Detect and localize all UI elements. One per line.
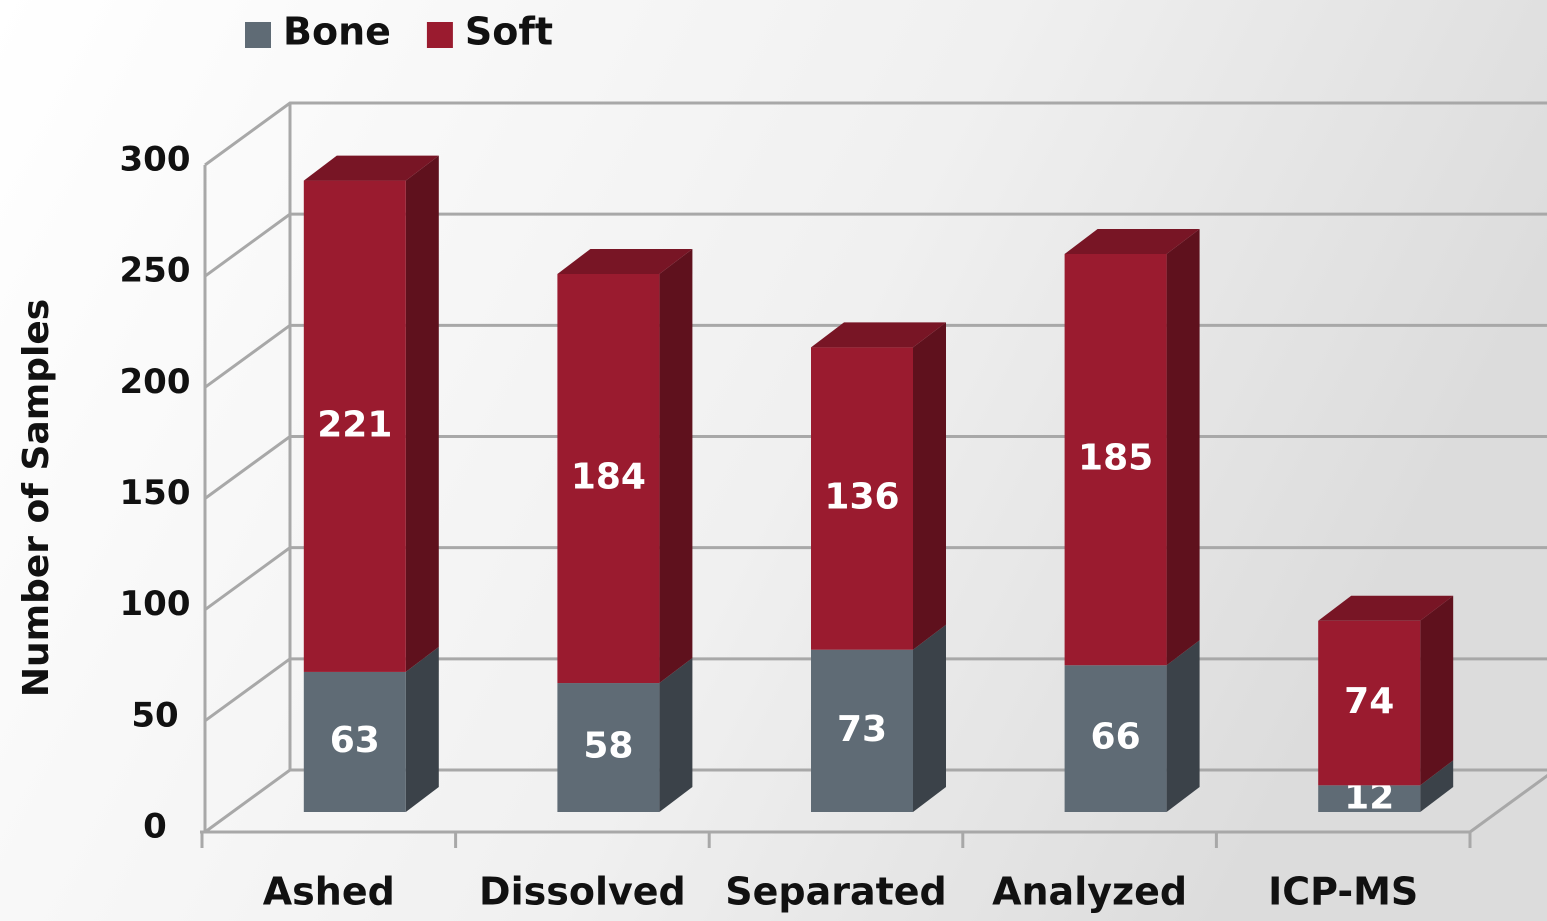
y-tick-label: 200 bbox=[120, 362, 191, 402]
y-tick-label: 250 bbox=[120, 251, 191, 291]
floor-right bbox=[1469, 773, 1547, 834]
bar-top bbox=[557, 248, 693, 274]
bar bbox=[557, 683, 660, 812]
bar bbox=[303, 671, 406, 812]
bar bbox=[303, 180, 406, 672]
bar bbox=[1064, 665, 1167, 812]
legend-label: Bone bbox=[283, 10, 391, 54]
x-tick-label: Separated bbox=[725, 870, 947, 914]
bar bbox=[811, 347, 913, 650]
bar-side bbox=[913, 624, 946, 812]
bar-side bbox=[659, 248, 693, 684]
bar bbox=[811, 649, 913, 812]
bar-side bbox=[1166, 228, 1200, 666]
bar-side bbox=[405, 155, 439, 672]
x-tick-label: ICP-MS bbox=[1268, 870, 1418, 914]
y-axis-label: Number of Samples bbox=[16, 299, 57, 697]
bar-side bbox=[1166, 640, 1200, 812]
bar-top bbox=[811, 322, 946, 348]
bar-top bbox=[1318, 595, 1454, 621]
legend-label: Soft bbox=[465, 10, 553, 54]
bar bbox=[1318, 620, 1421, 786]
legend-swatch bbox=[245, 22, 271, 48]
bar-side bbox=[405, 646, 439, 812]
data-label: 66 bbox=[1091, 717, 1141, 758]
bar-side bbox=[913, 322, 946, 650]
y-tick-label: 150 bbox=[120, 473, 191, 513]
bar-side bbox=[1420, 760, 1454, 812]
data-label: 221 bbox=[317, 404, 392, 445]
y-tick-label: 300 bbox=[120, 140, 191, 180]
data-label: 74 bbox=[1344, 681, 1394, 722]
bar-top bbox=[1064, 228, 1200, 254]
x-tick-label: Ashed bbox=[263, 870, 395, 914]
data-label: 63 bbox=[330, 720, 380, 761]
y-tick-label: 0 bbox=[143, 807, 167, 847]
y-tick-label: 100 bbox=[120, 584, 191, 624]
data-label: 185 bbox=[1078, 438, 1153, 479]
bar-side bbox=[659, 658, 693, 812]
bar bbox=[1318, 785, 1421, 812]
bar bbox=[1064, 253, 1167, 666]
y-tick-label: 50 bbox=[131, 695, 178, 735]
bar bbox=[557, 273, 660, 684]
data-label: 184 bbox=[571, 457, 646, 498]
grid-line bbox=[204, 101, 1547, 167]
data-label: 136 bbox=[824, 477, 899, 518]
grid-line bbox=[204, 212, 1547, 278]
bar-side bbox=[1420, 595, 1454, 786]
legend-swatch bbox=[426, 22, 453, 48]
data-label: 73 bbox=[837, 709, 887, 750]
x-tick-label: Analyzed bbox=[992, 870, 1187, 914]
data-label: 58 bbox=[583, 726, 633, 767]
x-tick-label: Dissolved bbox=[479, 870, 686, 914]
bar-top bbox=[303, 155, 439, 181]
